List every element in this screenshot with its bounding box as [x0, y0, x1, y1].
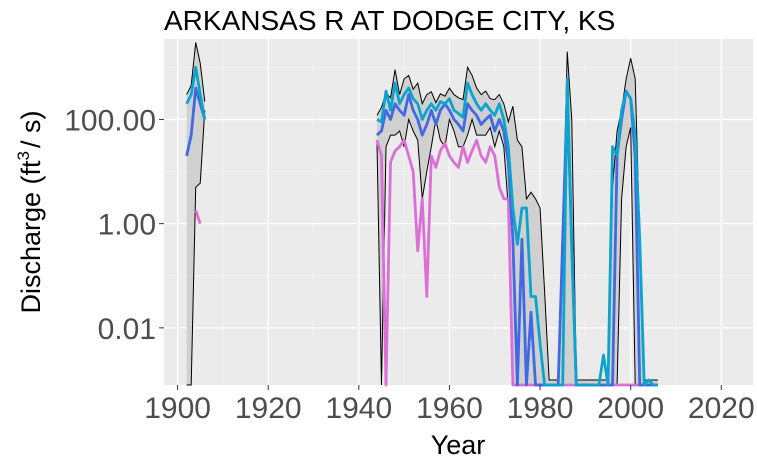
x-tick-label: 1940 [325, 392, 392, 425]
band-area [376, 51, 658, 385]
mean-series-line [376, 77, 658, 387]
min-series-line [194, 209, 202, 225]
plot-panel [164, 39, 753, 385]
y-tick-label: 100.00 [64, 104, 156, 137]
y-tick-label: 0.01 [98, 313, 156, 346]
x-tick-label: 2020 [688, 392, 755, 425]
chart-title: ARKANSAS R AT DODGE CITY, KS [164, 5, 615, 36]
y-axis-label-main: Discharge (ft [16, 160, 46, 314]
band-lower-line [186, 110, 206, 386]
x-tick-label: 1900 [144, 392, 211, 425]
x-tick-label: 2000 [597, 392, 664, 425]
x-axis-label: Year [431, 430, 486, 460]
y-axis-label: Discharge (ft3 / s) [14, 110, 46, 313]
x-tick-label: 1920 [235, 392, 302, 425]
band-upper-line [186, 42, 206, 102]
mean-series-line [185, 65, 207, 120]
x-tick-label: 1960 [416, 392, 483, 425]
y-axis-label-tail: / s) [16, 110, 46, 148]
x-axis: 1900 1920 1940 1960 1980 2000 2020 [144, 385, 755, 425]
min-series-line [375, 138, 658, 387]
y-axis: 0.01 1.00 100.00 [64, 104, 164, 346]
y-tick-label: 1.00 [98, 209, 156, 242]
x-tick-label: 1980 [507, 392, 574, 425]
y-axis-label-sup: 3 [14, 151, 33, 160]
series-lines [185, 65, 658, 387]
